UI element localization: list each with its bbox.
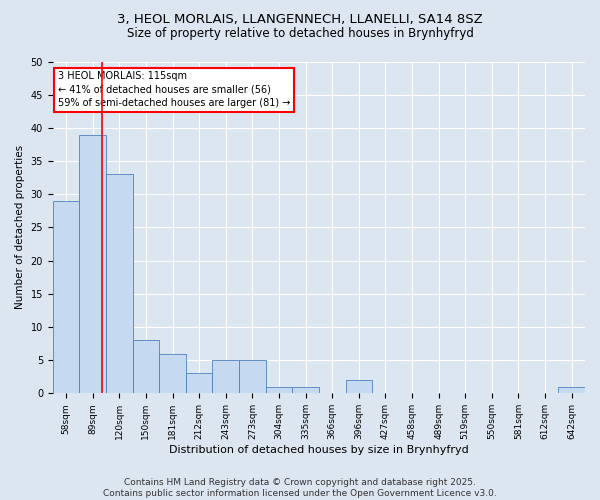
Text: Size of property relative to detached houses in Brynhyfryd: Size of property relative to detached ho… (127, 28, 473, 40)
Y-axis label: Number of detached properties: Number of detached properties (15, 146, 25, 310)
Bar (239, 360, 266, 394)
Text: 3 HEOL MORLAIS: 115sqm
← 41% of detached houses are smaller (56)
59% of semi-det: 3 HEOL MORLAIS: 115sqm ← 41% of detached… (58, 72, 290, 108)
Text: 3, HEOL MORLAIS, LLANGENNECH, LLANELLI, SA14 8SZ: 3, HEOL MORLAIS, LLANGENNECH, LLANELLI, … (117, 12, 483, 26)
Bar (346, 380, 372, 394)
Bar (186, 374, 212, 394)
Bar (292, 386, 319, 394)
Bar (133, 340, 159, 394)
Bar (79, 134, 106, 394)
Bar (266, 386, 292, 394)
Bar (53, 201, 79, 394)
Bar (212, 360, 239, 394)
Bar (159, 354, 186, 394)
Bar (106, 174, 133, 394)
Bar (559, 386, 585, 394)
Text: Contains HM Land Registry data © Crown copyright and database right 2025.
Contai: Contains HM Land Registry data © Crown c… (103, 478, 497, 498)
X-axis label: Distribution of detached houses by size in Brynhyfryd: Distribution of detached houses by size … (169, 445, 469, 455)
